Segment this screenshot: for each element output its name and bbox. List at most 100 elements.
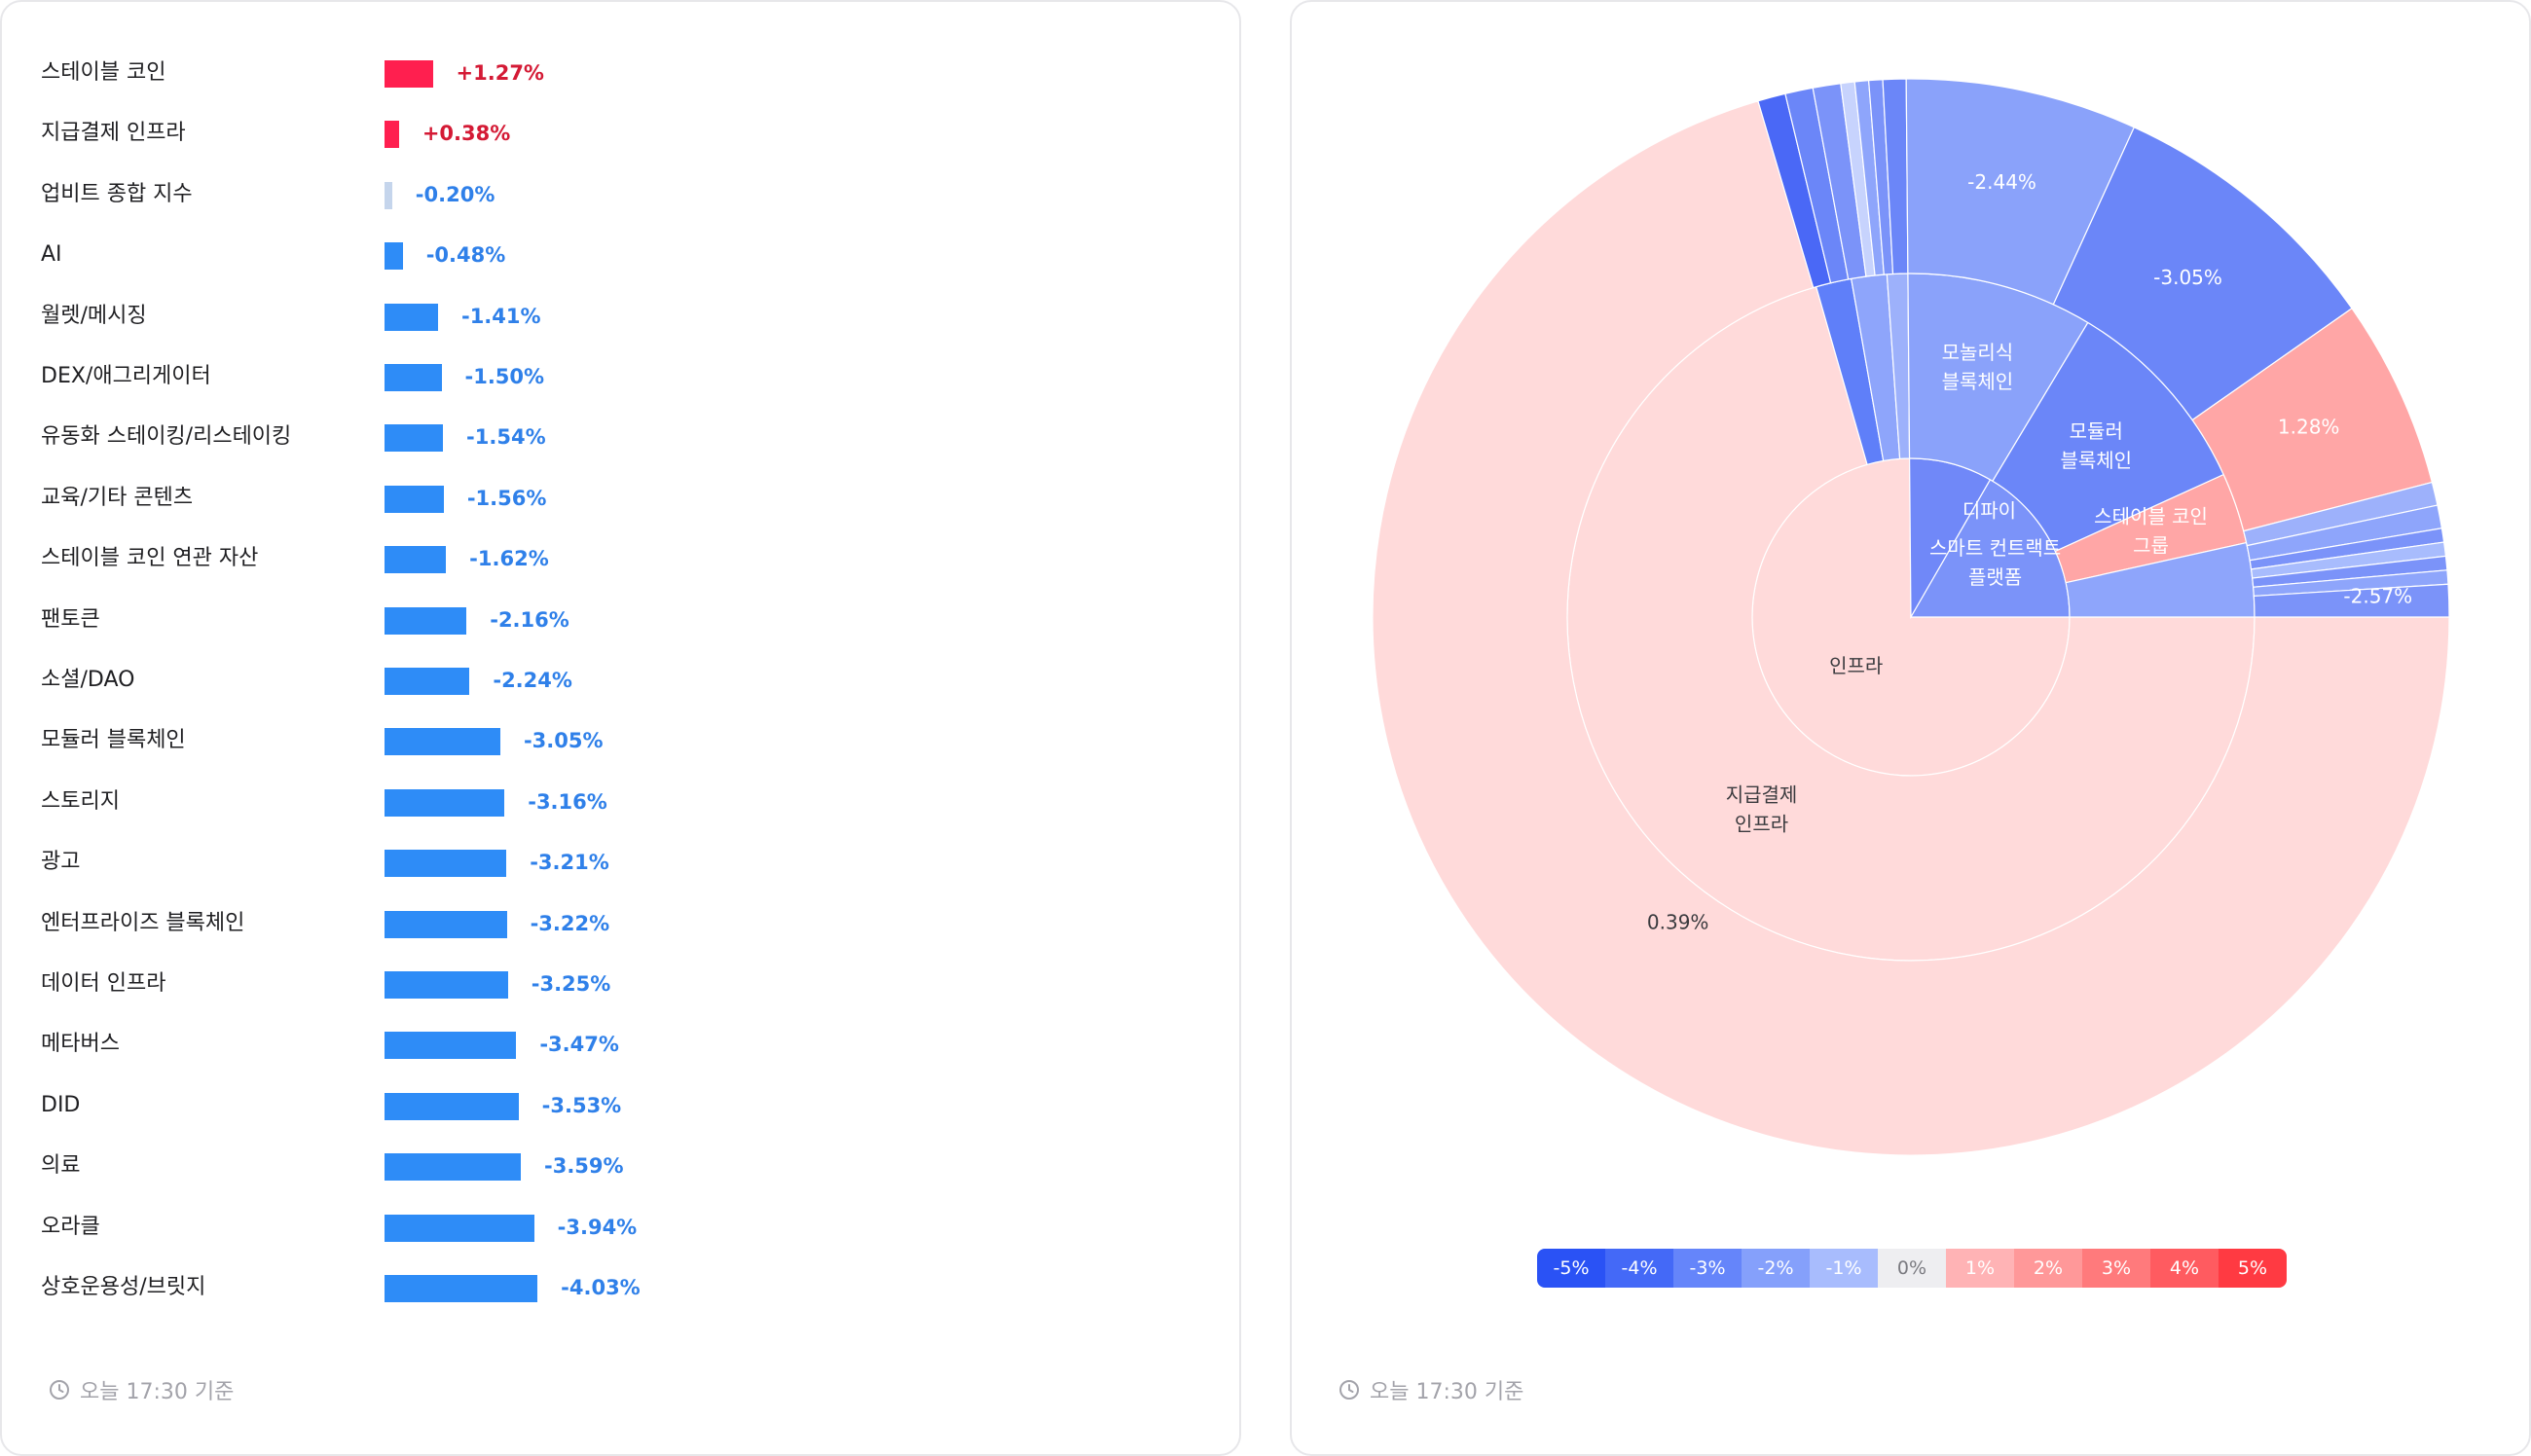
- change-bar: [385, 668, 470, 695]
- sector-name: 지급결제 인프라: [41, 121, 186, 146]
- change-value: -0.20%: [415, 182, 495, 206]
- sector-name: 소셜/DAO: [41, 668, 135, 692]
- sector-name: 유동화 스테이킹/리스테이킹: [41, 424, 292, 450]
- outer-segment-label: 1.28%: [2278, 416, 2340, 439]
- inner-segment-label: 디파이: [1962, 498, 2016, 522]
- timestamp-text: 오늘 17:30 기준: [80, 1380, 235, 1404]
- sector-row[interactable]: 스테이블 코인 연관 자산 -1.62%: [41, 539, 1112, 578]
- middle-segment-label: 모놀리식 블록체인: [1942, 341, 2014, 393]
- sector-row[interactable]: 지급결제 인프라 +0.38%: [41, 114, 1112, 153]
- outer-segment-label: -2.44%: [1967, 170, 2036, 194]
- outer-ring-segment[interactable]: [1372, 100, 2450, 1156]
- sector-row[interactable]: 소셜/DAO -2.24%: [41, 661, 1112, 700]
- legend-step: -5%: [1537, 1249, 1605, 1288]
- sector-row[interactable]: 의료 -3.59%: [41, 1147, 1112, 1185]
- sector-name: 팬토큰: [41, 606, 100, 632]
- change-bar: [385, 728, 500, 756]
- sector-row[interactable]: 월렛/메시징 -1.41%: [41, 297, 1112, 336]
- change-value: -3.53%: [541, 1093, 622, 1117]
- legend-step: -2%: [1742, 1249, 1810, 1288]
- sector-row[interactable]: DID -3.53%: [41, 1086, 1112, 1125]
- outer-segment-label: -2.57%: [2343, 584, 2412, 607]
- middle-segment-label: 모듈러 블록체인: [2060, 419, 2132, 472]
- change-value: -2.16%: [490, 607, 569, 632]
- middle-segment-label: 지급결제 인프라: [1726, 783, 1798, 836]
- change-bar: [385, 1153, 521, 1182]
- sector-row[interactable]: 유동화 스테이킹/리스테이킹 -1.54%: [41, 418, 1112, 456]
- sector-name: 스테이블 코인: [41, 60, 166, 85]
- legend-step: 5%: [2219, 1249, 2287, 1288]
- change-bar: [385, 606, 467, 635]
- change-bar: [385, 971, 508, 999]
- sector-row[interactable]: 스테이블 코인 +1.27%: [41, 54, 1112, 92]
- legend-step: -1%: [1810, 1249, 1878, 1288]
- legend-step: 2%: [2014, 1249, 2082, 1288]
- change-value: -3.22%: [530, 911, 610, 935]
- change-bar: [385, 546, 447, 574]
- sector-row[interactable]: 광고 -3.21%: [41, 843, 1112, 882]
- change-value: -3.59%: [544, 1154, 624, 1179]
- sector-row[interactable]: 팬토큰 -2.16%: [41, 601, 1112, 639]
- change-bar: [385, 850, 507, 878]
- sector-name: 메타버스: [41, 1032, 120, 1057]
- outer-segment-label: 0.39%: [1647, 911, 1709, 934]
- legend-step: -3%: [1673, 1249, 1742, 1288]
- sector-bar-card: 스테이블 코인 +1.27% 지급결제 인프라 +0.38% 업비트 종합 지수 -0.2…: [0, 0, 1241, 1456]
- change-bar: [385, 1275, 538, 1302]
- left-timestamp: 오늘 17:30 기준: [49, 1374, 234, 1405]
- change-bar: [385, 1214, 534, 1242]
- sector-row[interactable]: 업비트 종합 지수 -0.20%: [41, 175, 1112, 214]
- sector-name: 업비트 종합 지수: [41, 181, 193, 206]
- change-bar: [385, 121, 399, 149]
- change-bar: [385, 364, 442, 391]
- sector-row[interactable]: 상호운용성/브릿지 -4.03%: [41, 1268, 1112, 1307]
- change-value: -3.05%: [523, 729, 604, 753]
- sector-row[interactable]: 교육/기타 콘텐츠 -1.56%: [41, 479, 1112, 518]
- change-bar: [385, 1032, 517, 1060]
- sector-row[interactable]: DEX/애그리게이터 -1.50%: [41, 357, 1112, 396]
- sector-name: 스테이블 코인 연관 자산: [41, 546, 259, 571]
- outer-ring-segment[interactable]: [2253, 583, 2450, 618]
- sector-name: 상호운용성/브릿지: [41, 1275, 206, 1299]
- change-bar: [385, 424, 444, 453]
- sector-name: 교육/기타 콘텐츠: [41, 485, 194, 510]
- sector-name: 오라클: [41, 1214, 100, 1239]
- change-value: +0.38%: [422, 122, 511, 146]
- change-value: -3.94%: [557, 1215, 638, 1239]
- change-bar: [385, 181, 392, 209]
- change-bar: [385, 788, 505, 817]
- inner-segment-label: 인프라: [1829, 654, 1883, 677]
- legend-step: -4%: [1605, 1249, 1673, 1288]
- sector-name: DEX/애그리게이터: [41, 364, 211, 388]
- change-value: -3.16%: [528, 789, 607, 814]
- middle-segment-label: 스테이블 코인 그룹: [2094, 505, 2208, 558]
- sector-row[interactable]: 스토리지 -3.16%: [41, 783, 1112, 821]
- sector-row[interactable]: AI -0.48%: [41, 236, 1112, 274]
- change-value: -3.21%: [530, 851, 609, 875]
- sector-row[interactable]: 데이터 인프라 -3.25%: [41, 965, 1112, 1003]
- sector-row[interactable]: 엔터프라이즈 블록체인 -3.22%: [41, 904, 1112, 943]
- outer-segment-label: -3.05%: [2153, 266, 2222, 289]
- change-value: -2.24%: [493, 669, 572, 692]
- sector-name: 광고: [41, 850, 81, 875]
- change-value: -3.25%: [531, 972, 611, 996]
- change-value: -4.03%: [561, 1276, 641, 1299]
- change-value: -1.56%: [466, 486, 547, 510]
- sector-sunburst-card: 인프라 디파이 스마트 컨트랙트 플랫폼 지급결제 인프라 모놀리식 블록체인 모듈러 블록체인 스…: [1290, 0, 2531, 1456]
- change-value: -1.50%: [464, 365, 545, 388]
- sector-name: 모듈러 블록체인: [41, 728, 186, 753]
- legend-step: 1%: [1946, 1249, 2014, 1288]
- sector-row[interactable]: 메타버스 -3.47%: [41, 1025, 1112, 1064]
- sector-row[interactable]: 오라클 -3.94%: [41, 1208, 1112, 1247]
- sector-row[interactable]: 모듈러 블록체인 -3.05%: [41, 721, 1112, 760]
- legend-step: 0%: [1878, 1249, 1946, 1288]
- change-bar: [385, 1092, 519, 1120]
- change-bar: [385, 910, 507, 938]
- change-bar: [385, 485, 444, 513]
- change-value: -0.48%: [425, 243, 506, 268]
- change-value: -3.47%: [539, 1033, 619, 1057]
- change-value: -1.54%: [466, 425, 546, 450]
- sector-name: AI: [41, 242, 62, 268]
- right-timestamp: 오늘 17:30 기준: [1339, 1374, 1523, 1405]
